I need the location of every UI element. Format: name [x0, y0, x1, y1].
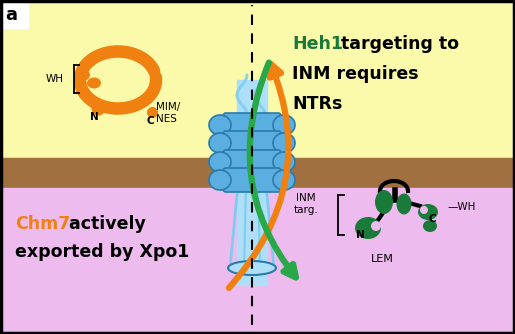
- Ellipse shape: [273, 115, 295, 135]
- Text: NES: NES: [156, 114, 177, 124]
- Ellipse shape: [273, 152, 295, 172]
- Text: Heh1: Heh1: [292, 35, 343, 53]
- Bar: [237, 80, 267, 285]
- FancyBboxPatch shape: [223, 168, 281, 192]
- Text: LEM: LEM: [371, 254, 393, 264]
- Ellipse shape: [375, 190, 393, 214]
- Text: NTRs: NTRs: [292, 95, 342, 113]
- Text: a: a: [5, 6, 17, 24]
- Ellipse shape: [418, 204, 438, 220]
- Text: INM: INM: [296, 193, 316, 203]
- Ellipse shape: [397, 193, 411, 214]
- Ellipse shape: [87, 77, 101, 89]
- Text: C: C: [428, 214, 436, 224]
- FancyBboxPatch shape: [223, 131, 281, 155]
- Text: exported by Xpo1: exported by Xpo1: [15, 243, 190, 261]
- Ellipse shape: [355, 217, 381, 239]
- Text: —WH: —WH: [448, 202, 476, 212]
- Text: INM requires: INM requires: [292, 65, 419, 83]
- Bar: [2, 2, 28, 28]
- Ellipse shape: [209, 152, 231, 172]
- Text: N: N: [90, 112, 98, 122]
- Text: C: C: [146, 116, 154, 126]
- Bar: [0, 158, 515, 188]
- Text: WH: WH: [46, 74, 64, 84]
- Bar: [0, 0, 515, 158]
- Bar: [0, 188, 515, 334]
- Text: Chm7: Chm7: [15, 215, 70, 233]
- Ellipse shape: [273, 170, 295, 190]
- FancyBboxPatch shape: [223, 113, 281, 137]
- FancyArrowPatch shape: [250, 62, 296, 277]
- Text: targ.: targ.: [294, 205, 318, 215]
- Ellipse shape: [273, 133, 295, 153]
- Ellipse shape: [209, 115, 231, 135]
- Ellipse shape: [371, 221, 381, 231]
- Ellipse shape: [209, 133, 231, 153]
- Ellipse shape: [420, 206, 428, 214]
- Text: actively: actively: [63, 215, 146, 233]
- Text: N: N: [356, 230, 365, 240]
- Ellipse shape: [228, 261, 276, 275]
- FancyBboxPatch shape: [223, 150, 281, 174]
- Ellipse shape: [74, 69, 90, 81]
- FancyArrowPatch shape: [229, 64, 288, 288]
- Text: MIM/: MIM/: [156, 102, 180, 112]
- Ellipse shape: [209, 170, 231, 190]
- Text: targeting to: targeting to: [335, 35, 459, 53]
- Ellipse shape: [423, 220, 437, 232]
